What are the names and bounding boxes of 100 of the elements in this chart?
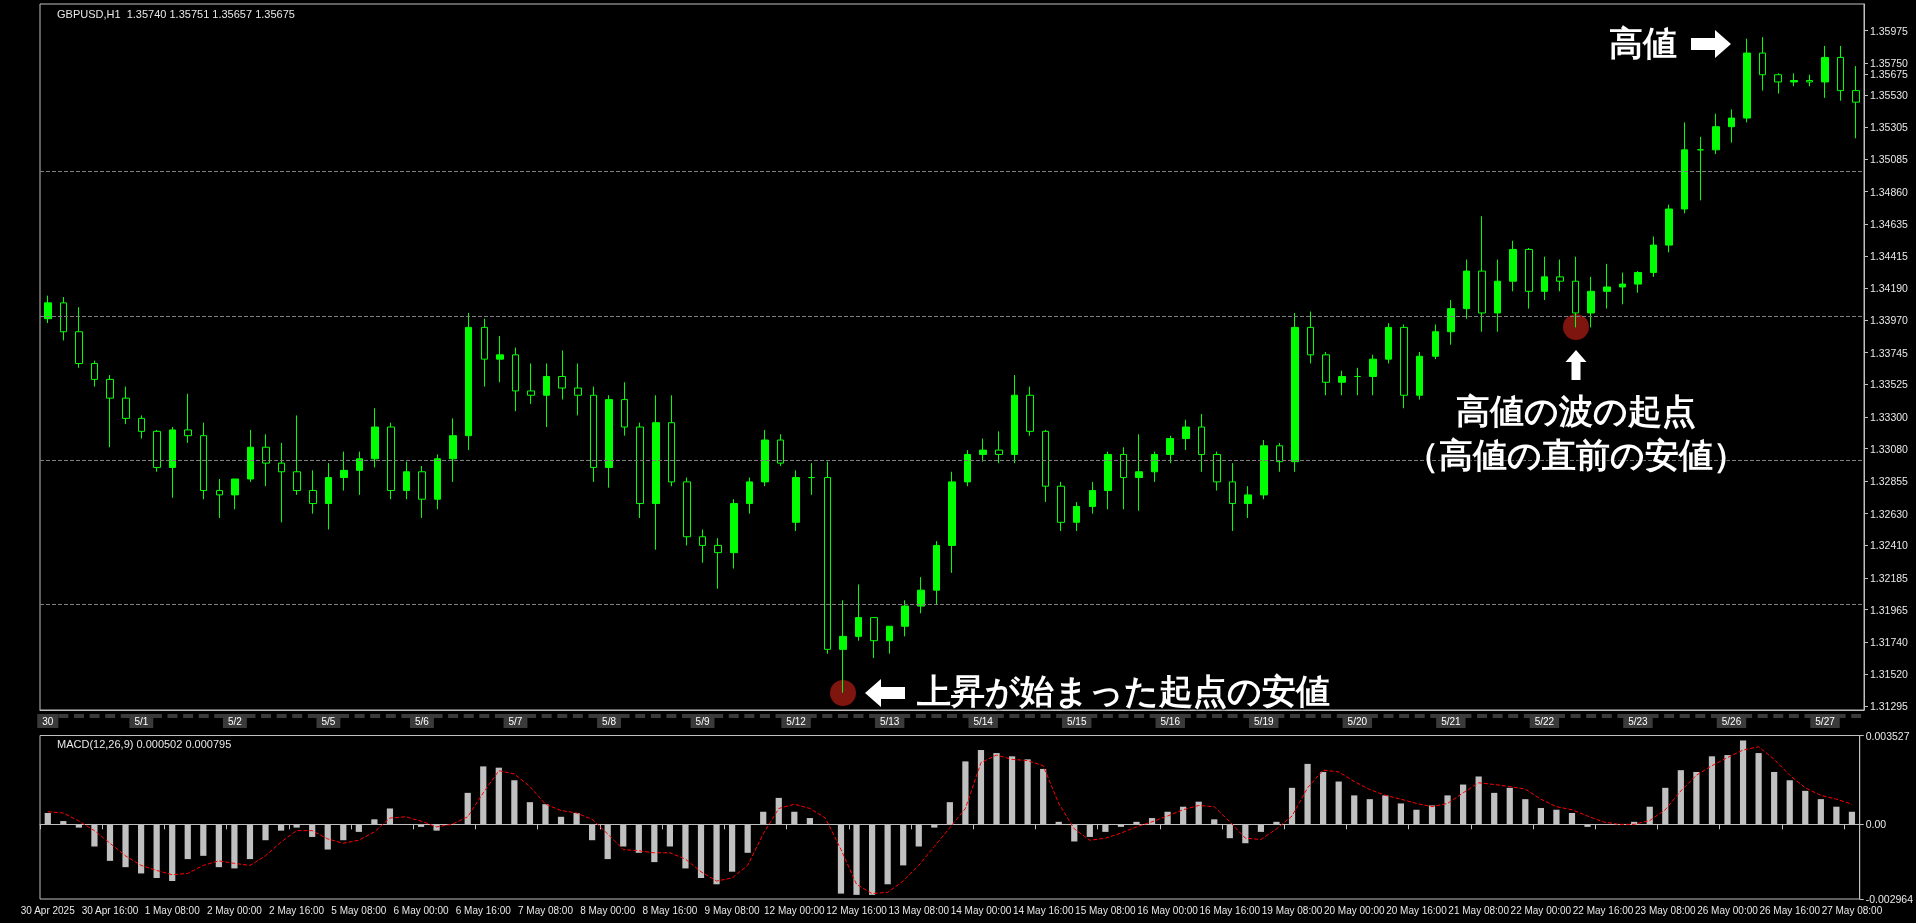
x-tick-label: 30	[42, 715, 54, 727]
candlestick	[1837, 45, 1844, 102]
candlestick	[1338, 370, 1346, 396]
x-tick-label: 5/2	[227, 715, 243, 727]
candlestick	[1463, 259, 1470, 320]
candlestick	[886, 625, 893, 655]
candlestick	[808, 462, 815, 496]
x-tick-label: 2 May 16:00	[269, 904, 325, 916]
candlestick	[714, 537, 722, 590]
chart-title: MACD(12,26,9) 0.000502 0.000795	[57, 737, 232, 750]
candlestick	[636, 422, 644, 519]
candlestick	[917, 576, 925, 614]
candlestick	[1089, 481, 1096, 515]
candlestick	[605, 394, 613, 489]
y-tick-label: 1.34415	[1870, 249, 1909, 262]
x-tick-label: 1 May 08:00	[144, 904, 201, 916]
x-tick-label: 30 Apr 2025	[20, 904, 76, 916]
candlestick	[340, 451, 348, 492]
candlestick	[481, 318, 488, 388]
y-tick-label: 1.34190	[1870, 282, 1909, 295]
candlestick	[699, 529, 706, 564]
candlestick	[1073, 501, 1080, 532]
candlestick	[1509, 240, 1517, 292]
x-tick-label: 5/6	[415, 715, 430, 727]
x-tick-label: 5/5	[321, 715, 336, 727]
y-tick-label: 1.35305	[1870, 121, 1909, 134]
candlestick	[527, 363, 535, 405]
y-tick-label: 1.33745	[1870, 346, 1909, 359]
candlestick	[449, 417, 457, 483]
x-tick-label: 5/1	[134, 715, 149, 727]
x-tick-label: 5/13	[879, 715, 900, 727]
candlestick	[777, 433, 784, 467]
candlestick	[512, 347, 519, 412]
candlestick	[200, 422, 207, 500]
y-tick-label: 1.31295	[1870, 700, 1909, 713]
candlestick	[75, 306, 83, 369]
x-tick-label: 5/9	[695, 715, 710, 727]
candlestick	[1852, 65, 1860, 139]
candlestick	[1619, 272, 1626, 305]
candlestick	[964, 449, 971, 487]
candlestick	[106, 374, 114, 448]
candlestick	[434, 453, 441, 510]
candlestick	[1743, 38, 1751, 123]
x-tick-label: 5/16	[1160, 715, 1181, 727]
candlestick	[169, 426, 176, 499]
x-tick-label: 26 May 00:00	[1697, 904, 1759, 916]
candlestick	[574, 363, 582, 416]
x-tick-label: 8 May 00:00	[580, 904, 636, 916]
candlestick	[1681, 121, 1688, 214]
x-tick-label: 15 May 08:00	[1075, 904, 1137, 916]
x-tick-label: 22 May 00:00	[1510, 904, 1572, 916]
x-tick-label: 30 Apr 16:00	[81, 904, 139, 916]
candlestick	[1213, 451, 1221, 492]
candlestick	[60, 296, 67, 341]
x-tick-label: 5/27	[1815, 715, 1836, 727]
y-tick-label: 1.31740	[1870, 636, 1909, 649]
candlestick	[1307, 311, 1314, 364]
candlestick	[855, 583, 862, 642]
x-tick-label: 5 May 08:00	[331, 904, 387, 916]
candlestick	[1026, 386, 1034, 437]
candlestick	[933, 540, 940, 606]
y-tick-label: 1.32410	[1870, 539, 1909, 552]
x-tick-label: 16 May 00:00	[1137, 904, 1199, 916]
candlestick	[1525, 247, 1533, 310]
candlestick	[1541, 256, 1548, 301]
candlestick	[371, 407, 379, 468]
candlestick	[683, 477, 691, 546]
x-tick-label: 14 May 16:00	[1012, 904, 1074, 916]
candlestick	[1276, 442, 1283, 473]
candlestick	[1385, 322, 1392, 364]
x-tick-label: 8 May 16:00	[642, 904, 698, 916]
y-tick-label: 1.31520	[1870, 667, 1909, 680]
x-tick-label: 5/8	[602, 715, 617, 727]
x-tick-label: 5/23	[1628, 715, 1649, 727]
candlestick	[247, 429, 254, 483]
candlestick	[948, 471, 956, 574]
candlestick	[1151, 451, 1158, 483]
x-tick-label: 5/15	[1066, 715, 1087, 727]
candlestick	[309, 469, 317, 515]
candlestick	[1400, 324, 1408, 409]
x-tick-label: 12 May 00:00	[764, 904, 826, 916]
y-tick-label: 1.34635	[1870, 218, 1909, 231]
x-tick-label: 5/20	[1347, 715, 1368, 727]
candlestick	[1634, 270, 1642, 294]
y-tick-label: 1.32185	[1870, 571, 1909, 584]
candlestick	[418, 465, 426, 519]
candlestick	[1042, 429, 1049, 503]
candlestick	[262, 433, 270, 487]
y-tick-label: 1.33525	[1870, 378, 1909, 391]
candlestick	[543, 363, 550, 428]
candlestick	[1322, 351, 1330, 396]
candlestick	[1587, 276, 1595, 328]
x-tick-label: 23 May 08:00	[1634, 904, 1697, 916]
x-tick-label: 5/26	[1721, 715, 1742, 727]
candlestick	[1198, 413, 1205, 473]
candlestick	[91, 360, 98, 388]
chart-title: GBPUSD,H1 1.35740 1.35751 1.35657 1.35675	[57, 7, 295, 20]
candlestick	[1556, 259, 1564, 292]
candlestick	[1697, 136, 1704, 201]
candlestick	[995, 430, 1003, 464]
